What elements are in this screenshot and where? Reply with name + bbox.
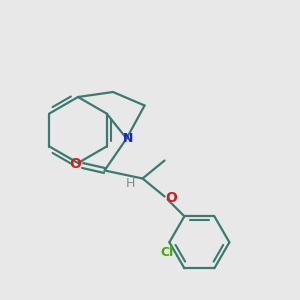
Text: H: H [126, 177, 135, 190]
Text: Cl: Cl [161, 246, 174, 259]
Text: N: N [122, 132, 133, 145]
Text: O: O [70, 157, 82, 170]
Text: O: O [166, 191, 178, 206]
